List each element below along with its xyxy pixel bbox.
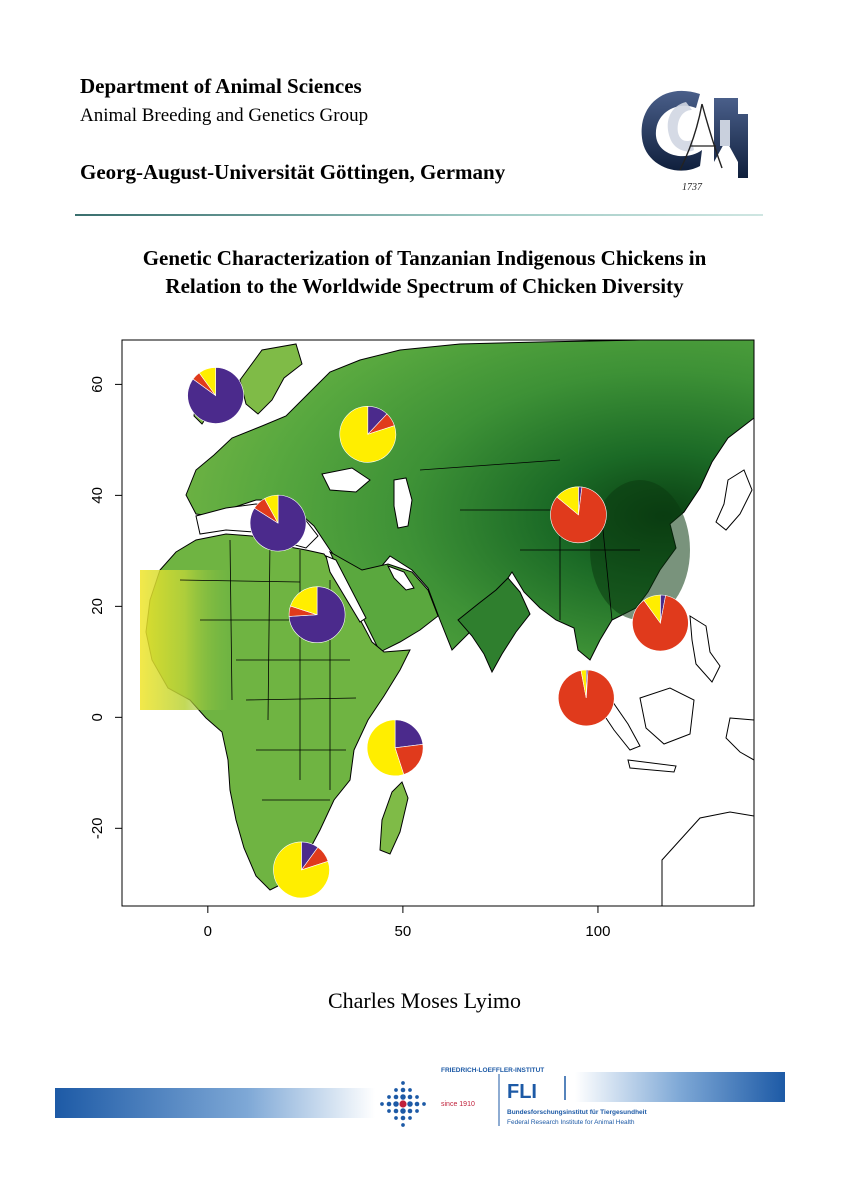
pie-chart-7 — [557, 669, 615, 727]
x-tick-label: 50 — [395, 923, 412, 940]
fli-dot — [415, 1095, 419, 1099]
pie-chart-6 — [632, 594, 689, 652]
pie-slice-yellow — [273, 841, 330, 899]
fli-dot — [387, 1095, 391, 1099]
scandinavia-landmass — [239, 343, 303, 415]
fli-name-de: Bundesforschungsinstitut für Tiergesundh… — [507, 1109, 647, 1116]
y-tick-label: 60 — [89, 376, 106, 393]
red-sea — [325, 555, 367, 623]
header-divider — [75, 214, 763, 216]
black-sea — [321, 467, 371, 493]
pie-chart-2 — [339, 406, 397, 463]
fli-dot — [407, 1108, 413, 1114]
borneo-outline — [639, 687, 695, 745]
west-africa-yellow-zone — [140, 570, 230, 710]
fli-footer-banner: FRIEDRICH-LOEFFLER-INSTITUT since 1910 F… — [55, 1067, 785, 1127]
pie-slice-yellow — [556, 486, 579, 516]
pie-slice-purple — [394, 719, 424, 749]
fli-dot — [408, 1116, 412, 1120]
new-guinea-outline — [725, 717, 754, 761]
thesis-title-line-2: Relation to the Worldwide Spectrum of Ch… — [165, 274, 684, 298]
x-tick-label: 0 — [204, 923, 212, 940]
fli-dot — [401, 1123, 405, 1127]
fli-dot — [407, 1094, 413, 1100]
pie-chart-3 — [249, 494, 307, 552]
fli-dot — [415, 1109, 419, 1113]
pie-slice-yellow — [198, 367, 216, 397]
y-tick-label: 40 — [89, 487, 106, 504]
breed-composition-pies — [187, 367, 689, 899]
madagascar-landmass — [379, 781, 409, 855]
fli-dot — [393, 1108, 399, 1114]
y-tick-label: 0 — [89, 713, 106, 721]
caspian-sea — [393, 477, 413, 529]
pie-chart-1 — [187, 367, 244, 424]
japan-landmass — [715, 469, 753, 531]
university-name: Georg-August-Universität Göttingen, Germ… — [80, 160, 506, 184]
australia-outline — [661, 811, 754, 906]
pie-slice-red — [394, 744, 424, 775]
plot-frame — [121, 339, 755, 907]
fli-since: since 1910 — [441, 1101, 475, 1108]
pie-chart-4 — [288, 586, 346, 643]
fli-name-en: Federal Research Institute for Animal He… — [507, 1119, 635, 1126]
university-seal-logo: 1737 — [641, 90, 748, 193]
fli-dot — [387, 1109, 391, 1113]
fli-dot — [380, 1102, 384, 1106]
x-tick-label: 100 — [585, 923, 610, 940]
thesis-title: Genetic Characterization of Tanzanian In… — [50, 244, 799, 300]
seal-year: 1737 — [682, 182, 703, 193]
fli-dot — [393, 1101, 399, 1107]
pie-slice-yellow — [366, 719, 405, 777]
fli-dot — [414, 1101, 420, 1107]
fli-dot — [400, 1094, 406, 1100]
pie-slice-yellow — [580, 669, 587, 698]
fli-dot — [393, 1094, 399, 1100]
y-tick-label: 20 — [89, 598, 106, 615]
fli-dot — [407, 1101, 413, 1107]
fli-abbr-logo: FLI — [507, 1081, 537, 1103]
pie-slice-yellow — [643, 594, 661, 624]
pie-chart-9 — [273, 841, 330, 899]
fli-dot-logo — [380, 1081, 426, 1127]
footer-band-right — [575, 1072, 785, 1102]
pie-slice-yellow — [290, 586, 318, 616]
country-borders — [179, 459, 640, 801]
fli-dot — [408, 1088, 412, 1092]
fli-dot — [386, 1101, 392, 1107]
fli-dot — [394, 1116, 398, 1120]
department-heading: Department of Animal Sciences — [80, 74, 362, 98]
fli-dot — [422, 1102, 426, 1106]
map-axes: 0 50 100 60 40 20 0 -20 — [89, 376, 610, 940]
fli-dot — [400, 1087, 406, 1093]
y-tick-label: -20 — [89, 817, 106, 839]
footer-band-left — [55, 1088, 375, 1118]
group-subheading: Animal Breeding and Genetics Group — [80, 105, 369, 126]
fli-institute-name: FRIEDRICH-LOEFFLER-INSTITUT — [441, 1067, 544, 1074]
thesis-title-line-1: Genetic Characterization of Tanzanian In… — [142, 246, 707, 270]
fli-dot — [401, 1081, 405, 1085]
author-name: Charles Moses Lyimo — [327, 988, 522, 1013]
java-outline — [627, 759, 677, 773]
fli-dot — [400, 1115, 406, 1121]
chicken-diversity-map: 0 50 100 60 40 20 0 -20 — [89, 339, 755, 940]
philippines-outline — [689, 615, 721, 683]
pie-chart-5 — [550, 486, 607, 544]
persian-gulf — [386, 565, 415, 591]
pie-slice-yellow — [264, 494, 279, 524]
pie-slice-yellow — [339, 406, 397, 463]
pie-chart-8 — [366, 719, 424, 777]
fli-dot — [394, 1088, 398, 1092]
fli-dot — [399, 1100, 407, 1108]
fli-dot — [400, 1108, 406, 1114]
india-landmass — [457, 577, 531, 674]
